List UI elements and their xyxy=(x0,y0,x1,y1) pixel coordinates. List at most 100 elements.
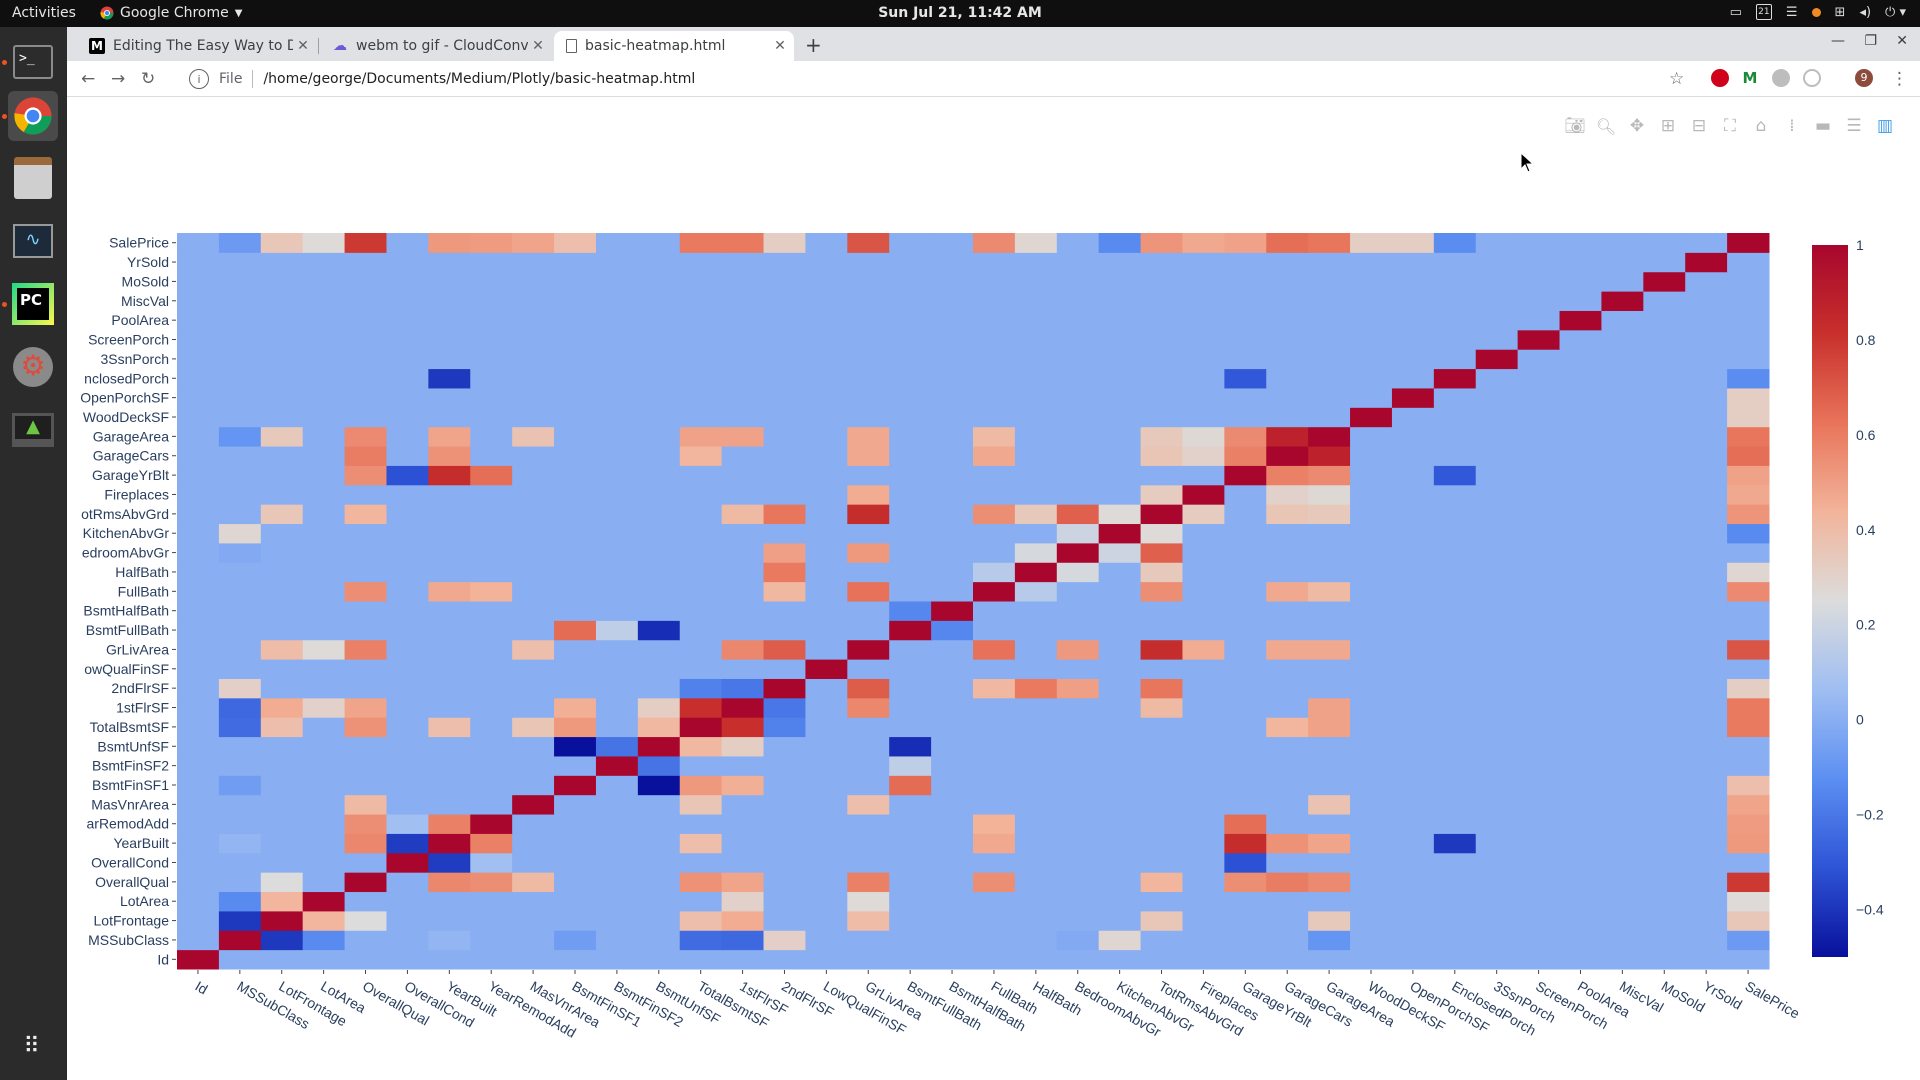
grey-extension-icon[interactable] xyxy=(1772,69,1790,87)
heatmap-cell[interactable] xyxy=(554,794,597,815)
heatmap-cell[interactable] xyxy=(763,407,806,428)
heatmap-cell[interactable] xyxy=(344,736,387,757)
heatmap-cell[interactable] xyxy=(1182,465,1225,486)
heatmap-cell[interactable] xyxy=(1014,794,1058,815)
heatmap-cell[interactable] xyxy=(554,601,597,621)
heatmap-cell[interactable] xyxy=(721,562,765,583)
heatmap-cell[interactable] xyxy=(1308,233,1351,253)
heatmap-cell[interactable] xyxy=(889,717,932,738)
heatmap-cell[interactable] xyxy=(1559,291,1602,311)
heatmap-cell[interactable] xyxy=(177,930,220,951)
heatmap-cell[interactable] xyxy=(1266,562,1309,583)
heatmap-cell[interactable] xyxy=(302,639,346,660)
heatmap-cell[interactable] xyxy=(847,639,890,660)
heatmap-cell[interactable] xyxy=(470,387,513,408)
heatmap-cell[interactable] xyxy=(1643,814,1686,834)
heatmap-cell[interactable] xyxy=(1308,620,1351,641)
heatmap-cell[interactable] xyxy=(805,949,848,970)
heatmap-cell[interactable] xyxy=(302,291,346,311)
heatmap-cell[interactable] xyxy=(1056,407,1100,428)
heatmap-cell[interactable] xyxy=(302,252,346,273)
heatmap-cell[interactable] xyxy=(302,833,346,854)
heatmap-cell[interactable] xyxy=(1350,852,1393,873)
heatmap-cell[interactable] xyxy=(344,349,387,370)
heatmap-cell[interactable] xyxy=(637,349,681,370)
heatmap-cell[interactable] xyxy=(302,852,346,873)
heatmap-cell[interactable] xyxy=(1350,639,1393,660)
heatmap-cell[interactable] xyxy=(1056,310,1100,331)
heatmap-cell[interactable] xyxy=(1685,601,1728,621)
heatmap-cell[interactable] xyxy=(1433,387,1477,408)
heatmap-cell[interactable] xyxy=(1266,833,1309,854)
heatmap-cell[interactable] xyxy=(1224,387,1267,408)
heatmap-cell[interactable] xyxy=(847,291,890,311)
heatmap-cell[interactable] xyxy=(763,542,806,563)
heatmap-cell[interactable] xyxy=(218,562,262,583)
spike-lines-icon[interactable]: ⁞ xyxy=(1789,116,1795,136)
heatmap-cell[interactable] xyxy=(595,601,639,621)
heatmap-cell[interactable] xyxy=(679,484,723,505)
heatmap-cell[interactable] xyxy=(1433,659,1477,679)
heatmap-cell[interactable] xyxy=(428,426,471,447)
heatmap-cell[interactable] xyxy=(1140,349,1183,370)
heatmap-cell[interactable] xyxy=(1685,891,1728,912)
heatmap-cell[interactable] xyxy=(1685,484,1728,505)
heatmap-cell[interactable] xyxy=(1350,775,1393,796)
heatmap-cell[interactable] xyxy=(1643,426,1686,447)
heatmap-cell[interactable] xyxy=(1391,542,1435,563)
heatmap-cell[interactable] xyxy=(218,233,262,253)
heatmap-cell[interactable] xyxy=(1308,349,1351,370)
heatmap-cell[interactable] xyxy=(1308,581,1351,602)
heatmap-cell[interactable] xyxy=(428,387,471,408)
heatmap-cell[interactable] xyxy=(1350,504,1393,525)
heatmap-cell[interactable] xyxy=(1266,407,1309,428)
m-extension-icon[interactable]: M xyxy=(1741,69,1759,87)
heatmap-cell[interactable] xyxy=(1643,484,1686,505)
heatmap-cell[interactable] xyxy=(260,542,304,563)
heatmap-cell[interactable] xyxy=(428,523,471,544)
heatmap-cell[interactable] xyxy=(470,794,513,815)
heatmap-cell[interactable] xyxy=(428,271,471,292)
heatmap-cell[interactable] xyxy=(1224,601,1267,621)
heatmap-cell[interactable] xyxy=(1182,794,1225,815)
heatmap-cell[interactable] xyxy=(1685,562,1728,583)
heatmap-cell[interactable] xyxy=(1685,542,1728,563)
heatmap-cell[interactable] xyxy=(1601,852,1644,873)
heatmap-cell[interactable] xyxy=(931,872,974,893)
heatmap-cell[interactable] xyxy=(1517,233,1561,253)
heatmap-cell[interactable] xyxy=(1601,678,1644,699)
heatmap-cell[interactable] xyxy=(344,659,387,679)
heatmap-cell[interactable] xyxy=(260,407,304,428)
heatmap-cell[interactable] xyxy=(470,814,513,834)
heatmap-cell[interactable] xyxy=(1014,620,1058,641)
heatmap-cell[interactable] xyxy=(470,659,513,679)
heatmap-cell[interactable] xyxy=(1224,446,1267,466)
heatmap-cell[interactable] xyxy=(1350,697,1393,718)
heatmap-cell[interactable] xyxy=(554,678,597,699)
heatmap-cell[interactable] xyxy=(1517,601,1561,621)
heatmap-cell[interactable] xyxy=(1014,659,1058,679)
heatmap-cell[interactable] xyxy=(344,368,387,389)
heatmap-cell[interactable] xyxy=(1140,271,1183,292)
heatmap-cell[interactable] xyxy=(1727,523,1770,544)
heatmap-cell[interactable] xyxy=(1475,601,1519,621)
heatmap-cell[interactable] xyxy=(1056,697,1100,718)
heatmap-cell[interactable] xyxy=(218,484,262,505)
heatmap-cell[interactable] xyxy=(721,581,765,602)
heatmap-cell[interactable] xyxy=(1266,329,1309,350)
heatmap-cell[interactable] xyxy=(386,310,429,331)
heatmap-cell[interactable] xyxy=(1433,252,1477,273)
heatmap-cell[interactable] xyxy=(1182,329,1225,350)
heatmap-cell[interactable] xyxy=(847,717,890,738)
heatmap-cell[interactable] xyxy=(512,446,555,466)
heatmap-cell[interactable] xyxy=(1014,407,1058,428)
heatmap-cell[interactable] xyxy=(1182,523,1225,544)
heatmap-cell[interactable] xyxy=(1685,310,1728,331)
heatmap-cell[interactable] xyxy=(1727,891,1770,912)
heatmap-cell[interactable] xyxy=(1350,755,1393,776)
heatmap-cell[interactable] xyxy=(1308,872,1351,893)
heatmap-cell[interactable] xyxy=(1224,794,1267,815)
heatmap-cell[interactable] xyxy=(1014,891,1058,912)
heatmap-cell[interactable] xyxy=(1350,426,1393,447)
heatmap-cell[interactable] xyxy=(260,484,304,505)
